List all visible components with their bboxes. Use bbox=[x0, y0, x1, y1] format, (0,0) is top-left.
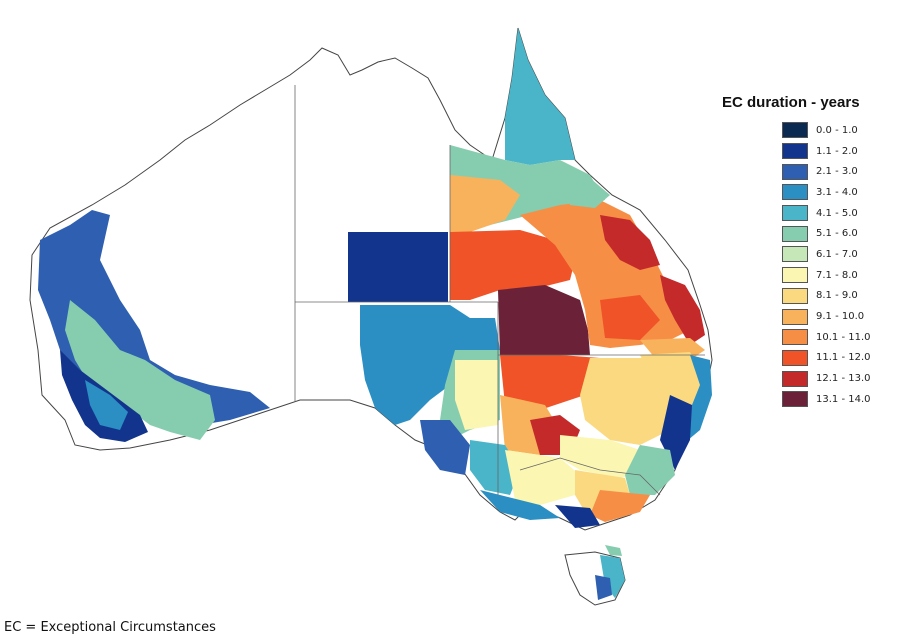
region-nt-south bbox=[348, 232, 448, 302]
legend-swatch bbox=[782, 143, 808, 160]
legend-swatch bbox=[782, 267, 808, 284]
state-boundaries bbox=[294, 85, 705, 496]
legend-label: 13.1 - 14.0 bbox=[816, 393, 871, 405]
legend-label: 12.1 - 13.0 bbox=[816, 373, 871, 385]
legend-label: 7.1 - 8.0 bbox=[816, 269, 858, 281]
footnote: EC = Exceptional Circumstances bbox=[4, 620, 216, 635]
legend-item: 3.1 - 4.0 bbox=[722, 182, 892, 203]
region-qld-central-highlands bbox=[600, 215, 660, 270]
region-vic-south-west bbox=[480, 490, 560, 520]
region-wa-coast bbox=[85, 380, 128, 430]
legend-item: 1.1 - 2.0 bbox=[722, 141, 892, 162]
legend-swatch bbox=[782, 122, 808, 139]
legend-title: EC duration - years bbox=[722, 94, 860, 111]
region-qld-cape bbox=[505, 28, 575, 165]
region-tas-south bbox=[595, 575, 612, 600]
legend-label: 3.1 - 4.0 bbox=[816, 186, 858, 198]
region-sa-west bbox=[360, 305, 500, 425]
legend-item: 8.1 - 9.0 bbox=[722, 286, 892, 307]
region-nsw-coast bbox=[688, 355, 712, 440]
legend-label: 0.0 - 1.0 bbox=[816, 124, 858, 136]
legend-item: 2.1 - 3.0 bbox=[722, 161, 892, 182]
region-wa-wheatbelt bbox=[65, 300, 215, 440]
legend-swatch bbox=[782, 225, 808, 242]
legend-rows: 0.0 - 1.0 1.1 - 2.0 2.1 - 3.0 3.1 - 4.0 4.1 … bbox=[722, 120, 892, 410]
legend-label: 9.1 - 10.0 bbox=[816, 311, 865, 323]
region-qld-southwest bbox=[498, 285, 590, 355]
region-sa-south bbox=[420, 420, 470, 475]
legend-label: 4.1 - 5.0 bbox=[816, 207, 858, 219]
legend-swatch bbox=[782, 349, 808, 366]
legend-swatch bbox=[782, 205, 808, 222]
region-qld-darling-downs bbox=[600, 295, 660, 340]
region-nsw-south-west bbox=[560, 435, 650, 478]
region-vic-north bbox=[505, 450, 580, 505]
legend-item: 5.1 - 6.0 bbox=[722, 223, 892, 244]
region-qld-burdekin bbox=[560, 175, 610, 208]
legend-swatch bbox=[782, 184, 808, 201]
legend-label: 6.1 - 7.0 bbox=[816, 248, 858, 260]
region-vic-gippsland bbox=[590, 490, 650, 522]
legend-label: 1.1 - 2.0 bbox=[816, 145, 858, 157]
region-vic-otway bbox=[555, 505, 600, 528]
region-nsw-north-west bbox=[500, 355, 600, 410]
legend-item: 13.1 - 14.0 bbox=[722, 389, 892, 410]
region-sa-yorke bbox=[455, 360, 498, 430]
legend-item: 4.1 - 5.0 bbox=[722, 203, 892, 224]
legend-swatch bbox=[782, 391, 808, 408]
region-nsw-monaro bbox=[625, 445, 675, 495]
region-tas-north bbox=[605, 545, 622, 556]
legend-swatch bbox=[782, 163, 808, 180]
legend-swatch bbox=[782, 246, 808, 263]
legend-item: 10.1 - 11.0 bbox=[722, 327, 892, 348]
region-tas-east bbox=[600, 555, 625, 598]
legend-label: 8.1 - 9.0 bbox=[816, 290, 858, 302]
legend-label: 10.1 - 11.0 bbox=[816, 331, 871, 343]
legend-label: 11.1 - 12.0 bbox=[816, 352, 871, 364]
legend-item: 0.0 - 1.0 bbox=[722, 120, 892, 141]
legend-swatch bbox=[782, 329, 808, 346]
legend-item: 6.1 - 7.0 bbox=[722, 244, 892, 265]
legend-item: 7.1 - 8.0 bbox=[722, 265, 892, 286]
legend-label: 5.1 - 6.0 bbox=[816, 228, 858, 240]
legend-swatch bbox=[782, 308, 808, 325]
region-nsw-tablelands bbox=[640, 352, 705, 410]
legend-swatch bbox=[782, 370, 808, 387]
legend-swatch bbox=[782, 287, 808, 304]
map-legend: EC duration - years 0.0 - 1.0 1.1 - 2.0 2.… bbox=[722, 94, 892, 410]
region-qld-west bbox=[450, 230, 575, 300]
legend-item: 12.1 - 13.0 bbox=[722, 368, 892, 389]
legend-item: 9.1 - 10.0 bbox=[722, 306, 892, 327]
region-qld-north-west bbox=[450, 175, 520, 232]
region-qld-east-coast bbox=[660, 275, 705, 345]
legend-item: 11.1 - 12.0 bbox=[722, 348, 892, 369]
legend-label: 2.1 - 3.0 bbox=[816, 166, 858, 178]
